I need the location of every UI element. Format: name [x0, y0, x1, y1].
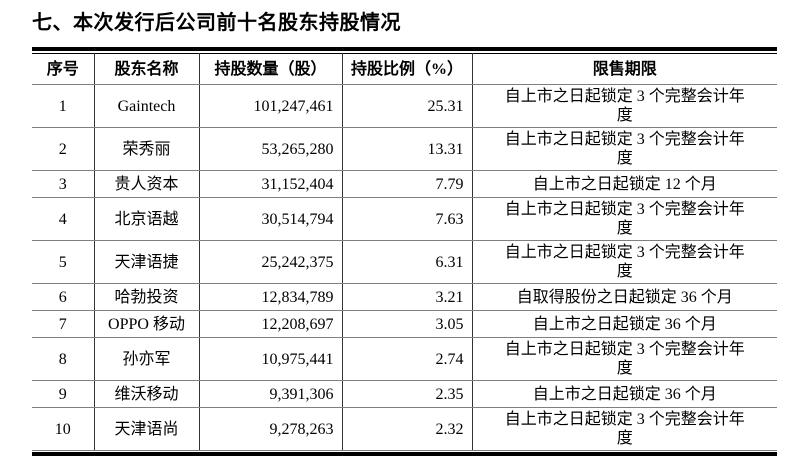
ratio-cell: 2.74 [342, 337, 473, 381]
shareholder-name-cell: 孙亦军 [94, 337, 200, 381]
lockup-cell: 自上市之日起锁定 36 个月 [472, 310, 777, 338]
table-row: 4 北京语越 30,514,794 7.63 自上市之日起锁定 3 个完整会计年… [32, 197, 777, 241]
lockup-text: 自上市之日起锁定 3 个完整会计年度 [504, 201, 745, 237]
table-row: 2 荣秀丽 53,265,280 13.31 自上市之日起锁定 3 个完整会计年… [32, 127, 777, 171]
ratio-cell: 7.63 [342, 197, 473, 241]
shares-cell: 25,242,375 [199, 240, 343, 284]
header-lockup-period: 限售期限 [472, 53, 777, 85]
table-header-row: 序号 股东名称 持股数量（股） 持股比例（%） 限售期限 [32, 53, 777, 85]
seq-cell: 9 [32, 380, 95, 408]
header-share-ratio: 持股比例（%） [342, 53, 473, 85]
lockup-text: 自上市之日起锁定 3 个完整会计年度 [504, 131, 745, 167]
lockup-cell: 自上市之日起锁定 36 个月 [472, 380, 777, 408]
table-row: 7 OPPO 移动 12,208,697 3.05 自上市之日起锁定 36 个月 [32, 310, 777, 338]
shares-cell: 53,265,280 [199, 127, 343, 171]
seq-cell: 4 [32, 197, 95, 241]
shares-cell: 30,514,794 [199, 197, 343, 241]
table-row: 9 维沃移动 9,391,306 2.35 自上市之日起锁定 36 个月 [32, 380, 777, 408]
seq-cell: 7 [32, 310, 95, 338]
seq-cell: 8 [32, 337, 95, 381]
shares-cell: 9,278,263 [199, 407, 343, 451]
shares-cell: 101,247,461 [199, 84, 343, 128]
lockup-cell: 自上市之日起锁定 3 个完整会计年度 [472, 84, 777, 128]
shares-cell: 12,208,697 [199, 310, 343, 338]
seq-cell: 2 [32, 127, 95, 171]
table-row: 5 天津语捷 25,242,375 6.31 自上市之日起锁定 3 个完整会计年… [32, 240, 777, 284]
ratio-cell: 3.21 [342, 283, 473, 311]
lockup-cell: 自上市之日起锁定 3 个完整会计年度 [472, 197, 777, 241]
lockup-text: 自上市之日起锁定 3 个完整会计年度 [504, 411, 745, 447]
lockup-cell: 自上市之日起锁定 3 个完整会计年度 [472, 240, 777, 284]
ratio-cell: 7.79 [342, 170, 473, 198]
ratio-cell: 2.35 [342, 380, 473, 408]
shares-cell: 10,975,441 [199, 337, 343, 381]
shares-cell: 12,834,789 [199, 283, 343, 311]
lockup-cell: 自上市之日起锁定 3 个完整会计年度 [472, 337, 777, 381]
ratio-cell: 25.31 [342, 84, 473, 128]
table-row: 6 哈勃投资 12,834,789 3.21 自取得股份之日起锁定 36 个月 [32, 283, 777, 311]
ratio-cell: 13.31 [342, 127, 473, 171]
lockup-text: 自上市之日起锁定 3 个完整会计年度 [504, 244, 745, 280]
ratio-cell: 3.05 [342, 310, 473, 338]
lockup-text: 自上市之日起锁定 12 个月 [532, 175, 717, 193]
ratio-cell: 2.32 [342, 407, 473, 451]
lockup-cell: 自取得股份之日起锁定 36 个月 [472, 283, 777, 311]
seq-cell: 6 [32, 283, 95, 311]
lockup-text: 自上市之日起锁定 36 个月 [532, 315, 717, 333]
table-row: 1 Gaintech 101,247,461 25.31 自上市之日起锁定 3 … [32, 84, 777, 128]
ratio-cell: 6.31 [342, 240, 473, 284]
header-shares-held: 持股数量（股） [199, 53, 343, 85]
shareholder-name-cell: 天津语尚 [94, 407, 200, 451]
shareholder-name-cell: 荣秀丽 [94, 127, 200, 171]
header-shareholder-name: 股东名称 [94, 53, 200, 85]
lockup-cell: 自上市之日起锁定 12 个月 [472, 170, 777, 198]
seq-cell: 3 [32, 170, 95, 198]
shares-cell: 31,152,404 [199, 170, 343, 198]
shareholders-table-frame: 序号 股东名称 持股数量（股） 持股比例（%） 限售期限 1 Gaintech … [32, 47, 777, 456]
lockup-text: 自取得股份之日起锁定 36 个月 [516, 288, 733, 306]
seq-cell: 5 [32, 240, 95, 284]
shareholder-name-cell: 哈勃投资 [94, 283, 200, 311]
lockup-text: 自上市之日起锁定 3 个完整会计年度 [504, 341, 745, 377]
lockup-cell: 自上市之日起锁定 3 个完整会计年度 [472, 407, 777, 451]
shareholder-name-cell: 天津语捷 [94, 240, 200, 284]
shareholder-name-cell: 北京语越 [94, 197, 200, 241]
shareholder-name-cell: 维沃移动 [94, 380, 200, 408]
lockup-text: 自上市之日起锁定 36 个月 [532, 385, 717, 403]
section-title: 七、本次发行后公司前十名股东持股情况 [32, 12, 401, 34]
seq-cell: 10 [32, 407, 95, 451]
shareholders-table: 序号 股东名称 持股数量（股） 持股比例（%） 限售期限 1 Gaintech … [32, 53, 777, 451]
table-row: 3 贵人资本 31,152,404 7.79 自上市之日起锁定 12 个月 [32, 170, 777, 198]
header-seq: 序号 [32, 53, 95, 85]
lockup-text: 自上市之日起锁定 3 个完整会计年度 [504, 88, 745, 124]
shares-cell: 9,391,306 [199, 380, 343, 408]
seq-cell: 1 [32, 84, 95, 128]
shareholder-name-cell: 贵人资本 [94, 170, 200, 198]
shareholder-name-cell: OPPO 移动 [94, 310, 200, 338]
shareholder-name-cell: Gaintech [94, 84, 200, 128]
table-row: 10 天津语尚 9,278,263 2.32 自上市之日起锁定 3 个完整会计年… [32, 407, 777, 451]
table-row: 8 孙亦军 10,975,441 2.74 自上市之日起锁定 3 个完整会计年度 [32, 337, 777, 381]
lockup-cell: 自上市之日起锁定 3 个完整会计年度 [472, 127, 777, 171]
